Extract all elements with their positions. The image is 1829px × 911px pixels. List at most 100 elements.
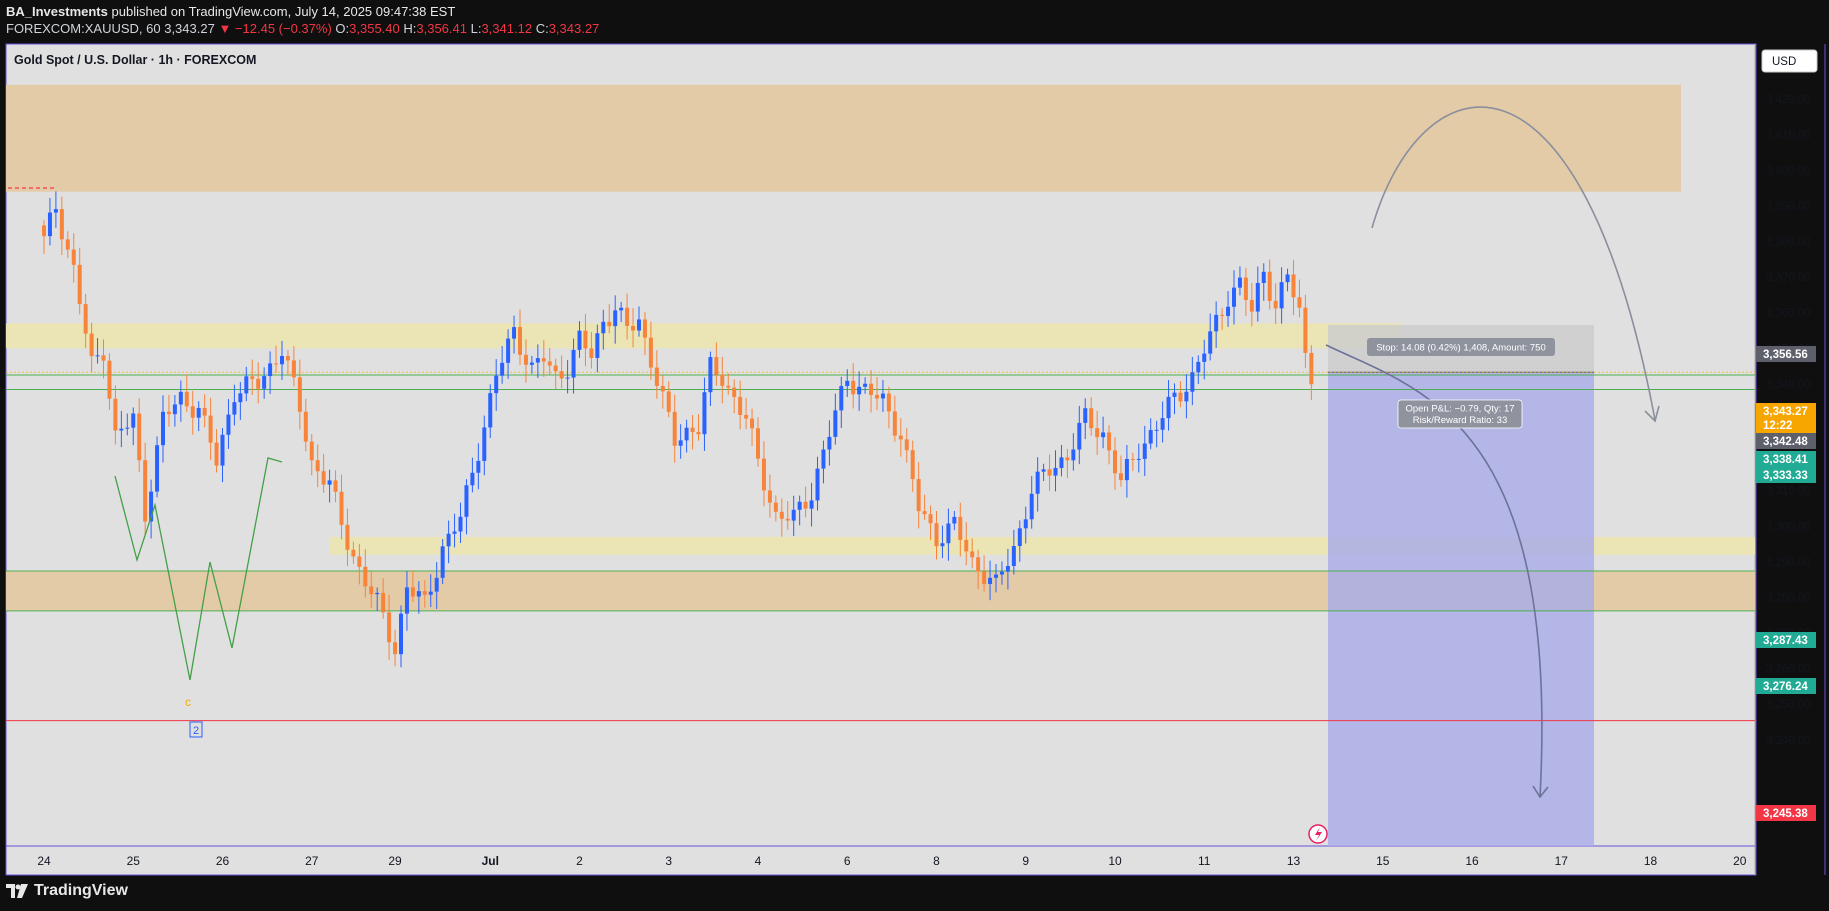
candle (607, 304, 612, 334)
x-tick-label: 18 (1644, 854, 1658, 868)
candle (1261, 263, 1266, 301)
candle-body (42, 225, 46, 237)
candle-body (1077, 422, 1082, 450)
x-tick-label: 4 (755, 854, 762, 868)
candle-body (1232, 287, 1236, 307)
candle-body (892, 411, 897, 436)
candle-body (833, 410, 838, 437)
y-tick-label: 3,400.00 (1766, 165, 1811, 177)
candle-body (958, 516, 963, 540)
candle-body (1273, 300, 1278, 309)
candle-body (149, 491, 154, 522)
candle-body (250, 376, 255, 379)
candle (202, 394, 207, 428)
supply-zone[interactable] (6, 84, 1681, 192)
candle (107, 353, 112, 410)
candle (934, 511, 939, 560)
candle-body (458, 516, 463, 532)
candle (1255, 266, 1260, 322)
candle (506, 329, 511, 379)
candle (916, 462, 921, 529)
candle (678, 424, 683, 459)
y-tick-label: 3,250.00 (1766, 699, 1811, 711)
resistance-zone[interactable] (6, 323, 1401, 349)
projection-curve-down[interactable] (1325, 344, 1543, 798)
take-profit-zone[interactable] (1328, 372, 1594, 846)
candle (190, 390, 195, 435)
open-label: O: (335, 21, 350, 36)
candle (125, 413, 130, 436)
candle (446, 520, 451, 564)
chart-header: BA_Investments published on TradingView.… (0, 0, 1829, 42)
candle-body (404, 587, 409, 614)
candle-body (1071, 449, 1076, 461)
candle (601, 309, 606, 350)
candle-body (994, 574, 998, 578)
candle (351, 541, 356, 564)
candle (226, 399, 231, 449)
candle (387, 594, 392, 660)
candle-body (1083, 408, 1088, 423)
tradingview-logo-icon (6, 884, 28, 898)
candle-body (476, 460, 481, 473)
candle-body (880, 393, 885, 399)
projection-arrow-down-head (1532, 785, 1549, 799)
publish-info: published on TradingView.com, July 14, 2… (111, 4, 456, 19)
candle (565, 360, 570, 394)
pnl-info-box (1397, 399, 1523, 429)
candle (1190, 356, 1195, 406)
wave-label-2: 2 (193, 725, 199, 737)
candle-body (1178, 392, 1183, 402)
position-labels[interactable]: Stop: 14.08 (0.42%) 1,408, Amount: 750 O… (1367, 338, 1555, 429)
elliott-wave-line[interactable] (114, 457, 283, 681)
tradingview-logo[interactable]: TradingView (6, 882, 128, 900)
candle (149, 479, 154, 539)
candle-body (1226, 306, 1231, 316)
candle (1178, 381, 1183, 408)
candle-body (363, 566, 368, 587)
candle (529, 355, 534, 374)
candle-body (803, 501, 808, 509)
candle-body (690, 427, 695, 432)
candle (161, 395, 165, 463)
candle-body (1023, 519, 1028, 529)
candle (315, 444, 320, 488)
candle-body (761, 458, 766, 491)
candle (1017, 520, 1022, 562)
candle (1047, 454, 1052, 491)
candle (1059, 444, 1064, 477)
candle (1273, 283, 1278, 324)
candle-body (357, 556, 362, 567)
candle (155, 436, 160, 498)
candle-body (928, 514, 933, 524)
candle (898, 418, 903, 457)
candle (428, 574, 433, 608)
candle-body (547, 361, 552, 366)
candle (1041, 463, 1046, 482)
y-tick-label: 3,240.00 (1766, 735, 1811, 747)
candle (1035, 457, 1040, 512)
candle-body (125, 427, 130, 429)
candle-body (291, 360, 296, 378)
candle-body (863, 383, 868, 387)
currency-button[interactable] (1761, 49, 1818, 73)
candle (434, 561, 439, 609)
candle (523, 339, 528, 383)
candle-body (285, 355, 290, 361)
candle-body (666, 391, 671, 412)
candle (821, 440, 826, 484)
y-tick-label: 3,300.00 (1766, 521, 1811, 533)
candle (1184, 374, 1189, 419)
author-name[interactable]: BA_Investments (6, 4, 108, 19)
candle (440, 539, 445, 584)
candle-body (220, 434, 225, 466)
drawings-layer[interactable]: c 2 (8, 106, 1660, 844)
candle (363, 549, 368, 598)
candle-body (339, 491, 344, 525)
candles-layer (42, 191, 1314, 668)
candle-body (184, 391, 189, 407)
candle-body (1267, 271, 1272, 301)
candle-body (976, 557, 981, 572)
projection-curve-up[interactable] (1371, 106, 1656, 421)
